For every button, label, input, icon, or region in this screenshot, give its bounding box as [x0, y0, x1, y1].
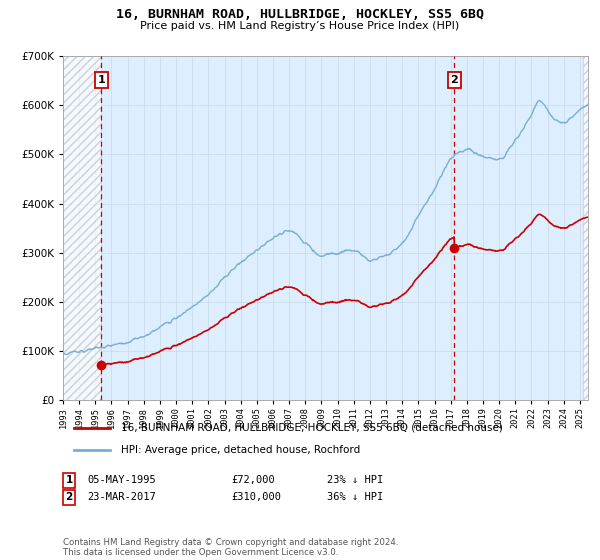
Text: 23-MAR-2017: 23-MAR-2017 [87, 492, 156, 502]
Text: 1: 1 [97, 75, 105, 85]
Text: Contains HM Land Registry data © Crown copyright and database right 2024.
This d: Contains HM Land Registry data © Crown c… [63, 538, 398, 557]
Text: 2: 2 [451, 75, 458, 85]
Text: Price paid vs. HM Land Registry’s House Price Index (HPI): Price paid vs. HM Land Registry’s House … [140, 21, 460, 31]
Text: £310,000: £310,000 [231, 492, 281, 502]
Bar [63, 56, 101, 400]
Text: 16, BURNHAM ROAD, HULLBRIDGE, HOCKLEY, SS5 6BQ (detached house): 16, BURNHAM ROAD, HULLBRIDGE, HOCKLEY, S… [121, 423, 503, 433]
Text: 1: 1 [65, 475, 73, 486]
Text: HPI: Average price, detached house, Rochford: HPI: Average price, detached house, Roch… [121, 445, 360, 455]
Text: 36% ↓ HPI: 36% ↓ HPI [327, 492, 383, 502]
Bar [583, 56, 588, 400]
Text: 23% ↓ HPI: 23% ↓ HPI [327, 475, 383, 486]
Text: £72,000: £72,000 [231, 475, 275, 486]
Text: 16, BURNHAM ROAD, HULLBRIDGE, HOCKLEY, SS5 6BQ: 16, BURNHAM ROAD, HULLBRIDGE, HOCKLEY, S… [116, 8, 484, 21]
Text: 2: 2 [65, 492, 73, 502]
Text: 05-MAY-1995: 05-MAY-1995 [87, 475, 156, 486]
